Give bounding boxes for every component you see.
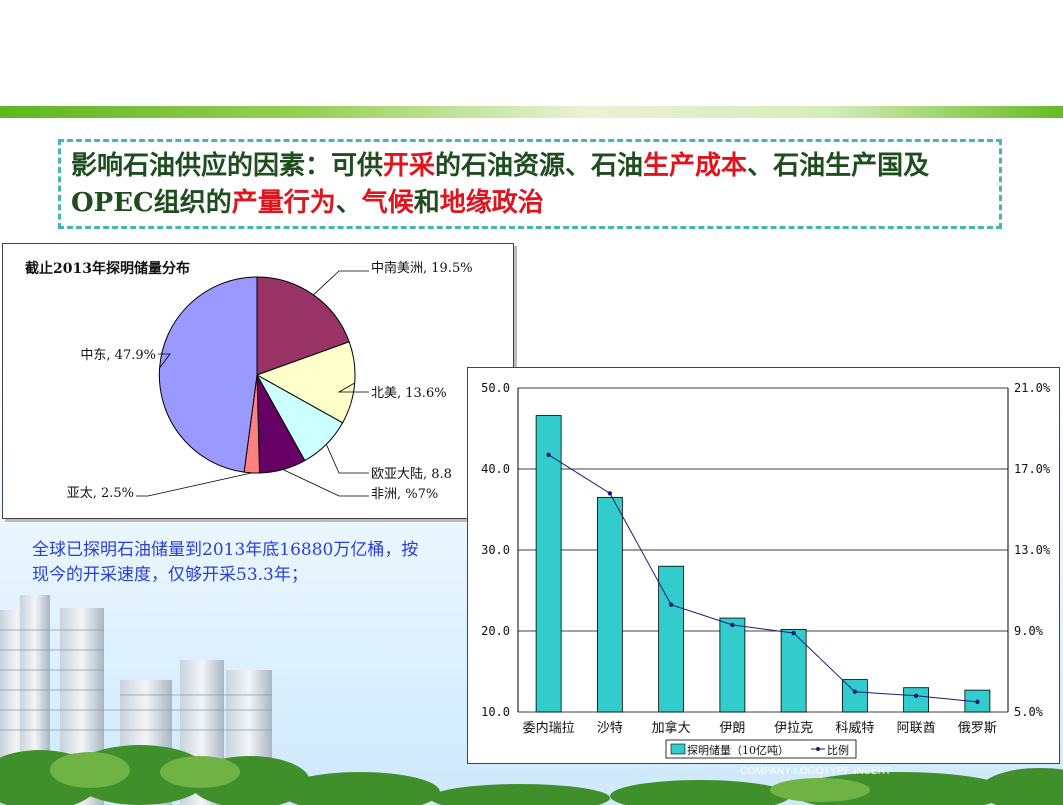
legend-bar-swatch [670,743,686,755]
factor-highlight: 气候 [361,188,414,218]
bar [841,679,868,713]
ratio-point [668,602,674,607]
ratio-point [791,630,796,636]
pie-slice [256,276,350,376]
ratio-point [730,622,735,628]
bar [535,415,562,713]
bar [903,687,930,713]
pie-chart: 截止2013年探明储量分布 中南美洲, 19.5% 北美, 13.6% 欧亚大陆, 8… [25,260,473,502]
pie-leader-line [313,270,369,296]
y-right-tick-label: 21.0% [1014,381,1051,395]
factor-text: 、石油生产国及OPEC组织的 [71,151,930,218]
y-left-tick-label: 10.0 [481,705,510,719]
y-right-tick-label: 13.0% [1014,543,1051,557]
bar [780,628,807,713]
x-tick-label: 俄罗斯 [958,721,997,736]
pie-title: 截止2013年探明储量分布 [25,260,190,277]
pie-label-africa: 非洲, %7% [371,487,438,502]
pie-chart-panel: 截止2013年探明储量分布 中南美洲, 19.5% 北美, 13.6% 欧亚大陆, 8… [2,243,514,519]
bar [719,617,746,713]
trees-image [0,745,1063,805]
y-left-tick-label: 30.0 [481,543,510,557]
x-tick-label: 伊拉克 [774,721,813,736]
pie-label-middle-east: 中东, 47.9% [80,348,156,363]
y-left-tick-label: 20.0 [481,624,510,638]
chart-legend: 探明储量（10亿吨） 比例 [665,739,857,759]
pie-label-eurasia: 欧亚大陆, 8.8 [371,466,452,482]
logo-placeholder-text: COMPANY LOGOTYPE INSERT [740,766,892,777]
x-tick-label: 阿联酋 [897,720,936,736]
bar [596,496,623,713]
y-left-tick-label: 50.0 [481,381,510,395]
factor-text: 和 [413,188,440,218]
chart-gridlines [518,387,1008,713]
factor-text: 影响石油供应的因素：可供 [71,151,384,181]
legend-line-marker [816,747,820,751]
ratio-point [546,452,551,458]
reserve-note: 全球已探明石油储量到2013年底16880万亿桶，按现今的开采速度，仅够开采53… [32,540,419,585]
pie-label-asia-pacific: 亚太, 2.5% [67,486,134,501]
y-left-tick-label: 40.0 [481,462,510,476]
x-tick-label: 加拿大 [652,720,691,736]
pie-slices [158,276,356,474]
y-right-tick-label: 9.0% [1014,624,1044,638]
factor-highlight: 生产成本 [643,151,748,181]
ratio-point [607,491,613,496]
pie-leader-lines [136,270,369,497]
x-tick-label: 科威特 [835,721,874,736]
bar [658,565,685,713]
y-right-tick-label: 5.0% [1014,705,1044,719]
pie-slice [158,276,258,473]
factor-text: 的石油资源、石油 [435,151,644,181]
pie-leader-line [282,469,369,497]
supply-factors-box: 影响石油供应的因素：可供开采的石油资源、石油生产成本、石油生产国及OPEC组织的… [58,139,1002,229]
legend-box [665,739,857,759]
pie-leader-line [325,444,369,474]
factor-text: 、 [335,188,362,218]
bar-chart-panel: 10.0 20.0 30.0 40.0 50.0 5.0% 9.0% 13.0% 17.0% 21… [467,367,1060,764]
pie-label-central-south-america: 中南美洲, 19.5% [371,260,473,276]
pie-leader-line [158,353,171,369]
header-stripe [0,106,1063,118]
bar-series [535,415,991,713]
x-tick-label: 沙特 [597,721,623,736]
legend-bar-label: 探明储量（10亿吨） [687,743,789,757]
ratio-point [913,693,919,698]
factor-highlight: 产量行为 [231,188,336,218]
factor-highlight: 地缘政治 [439,188,544,218]
pie-leader-line [337,382,369,393]
y-right-tick-label: 17.0% [1014,462,1051,476]
ratio-point [852,689,858,694]
ratio-point [975,699,980,705]
legend-line-label: 比例 [827,743,849,757]
pie-leader-line [136,472,252,497]
ratio-line [548,454,978,703]
pie-label-north-america: 北美, 13.6% [371,386,447,401]
x-tick-label: 委内瑞拉 [523,720,575,736]
factor-highlight: 开采 [383,151,436,181]
x-tick-label: 伊朗 [719,721,745,736]
bar-line-chart: 10.0 20.0 30.0 40.0 50.0 5.0% 9.0% 13.0% 17.0% 21… [481,381,1051,759]
